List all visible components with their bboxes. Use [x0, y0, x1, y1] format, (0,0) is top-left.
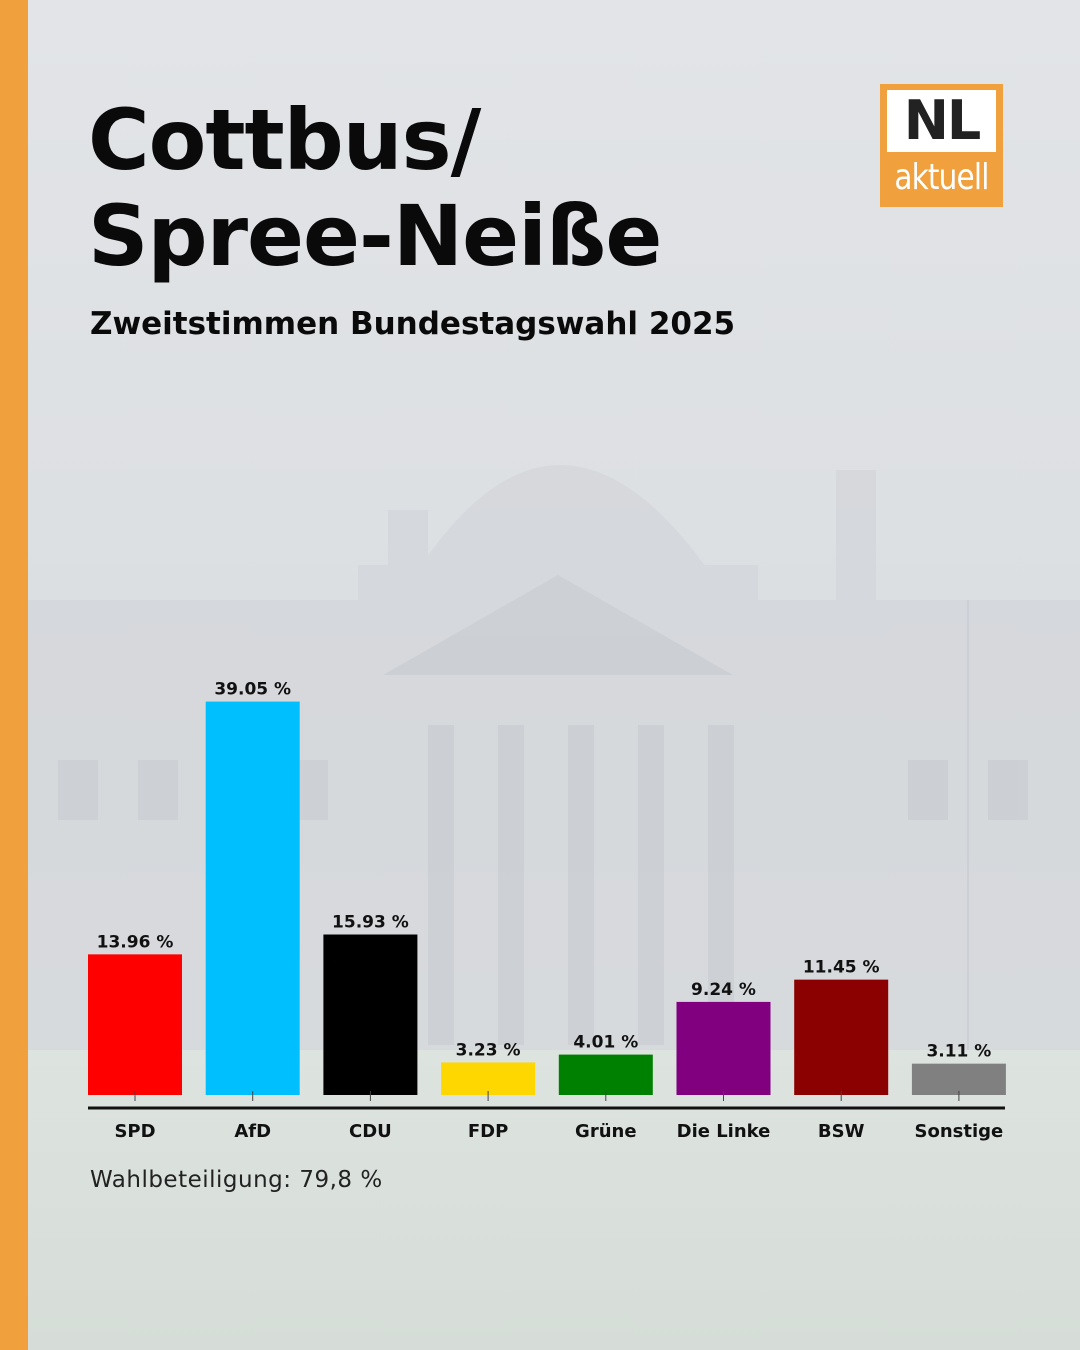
category-label-gruene: Grüne	[575, 1121, 637, 1142]
value-label-cdu: 15.93 %	[332, 913, 409, 933]
bar-cdu	[323, 934, 418, 1095]
bar-sonstige	[911, 1063, 1006, 1095]
value-label-spd: 13.96 %	[97, 932, 174, 952]
bar-afd	[205, 701, 300, 1095]
bar-fdp	[441, 1062, 536, 1095]
chart-subtitle: Zweitstimmen Bundestagswahl 2025	[90, 306, 736, 342]
logo-text-nl: NL	[887, 90, 996, 152]
value-label-die-linke: 9.24 %	[691, 980, 756, 1000]
category-label-die-linke: Die Linke	[677, 1121, 771, 1142]
accent-stripe	[0, 0, 28, 1350]
bar-spd	[88, 954, 182, 1095]
category-label-bsw: BSW	[818, 1121, 865, 1142]
title-line-2: Spree-Neiße	[88, 187, 662, 285]
value-label-fdp: 3.23 %	[456, 1040, 521, 1060]
bar-die-linke	[676, 1001, 771, 1095]
title-line-1: Cottbus/	[88, 91, 481, 189]
page-title: Cottbus/ Spree-Neiße	[88, 91, 662, 285]
category-label-cdu: CDU	[349, 1121, 392, 1142]
value-label-gruene: 4.01 %	[573, 1033, 638, 1053]
bar-gruene	[558, 1054, 653, 1095]
value-label-afd: 39.05 %	[214, 680, 291, 700]
bar-bsw	[794, 979, 889, 1095]
turnout-note: Wahlbeteiligung: 79,8 %	[90, 1167, 383, 1193]
category-label-spd: SPD	[114, 1121, 155, 1142]
lawn-background	[28, 1050, 1080, 1350]
value-label-sonstige: 3.11 %	[926, 1042, 991, 1062]
value-label-bsw: 11.45 %	[803, 958, 880, 978]
category-label-fdp: FDP	[468, 1121, 508, 1142]
nl-aktuell-logo: NL aktuell	[880, 84, 1003, 207]
category-label-sonstige: Sonstige	[915, 1121, 1004, 1142]
reichstag-background-image	[28, 465, 1080, 1080]
logo-text-aktuell: aktuell	[894, 157, 989, 198]
category-label-afd: AfD	[234, 1121, 271, 1142]
